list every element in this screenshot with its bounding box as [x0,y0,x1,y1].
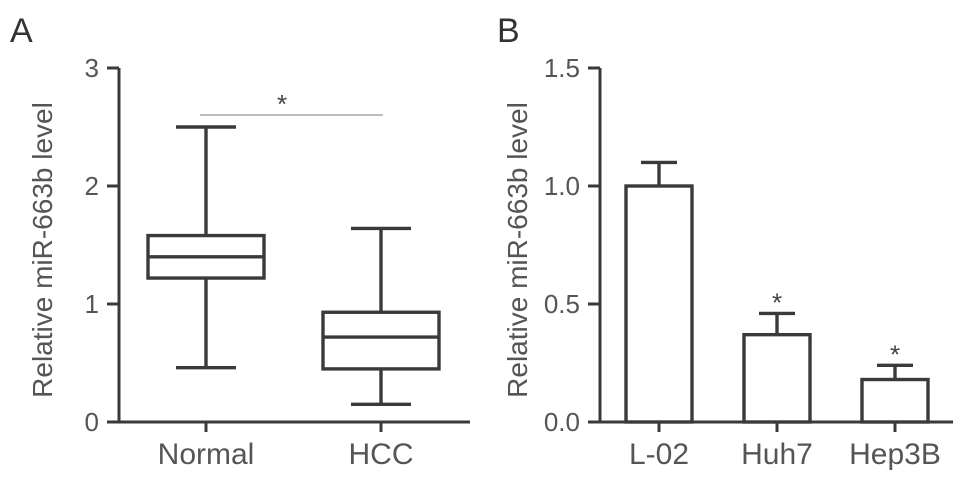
y-tick-label: 1.5 [544,53,580,83]
panel-b-bars: L-02 * Huh7 * Hep3B [624,160,941,471]
panel-b-y-axis-title: Relative miR-663b level [502,102,533,398]
y-tick-label: 3 [85,53,99,83]
y-tick-label: 1.0 [544,171,580,201]
x-category-label: Hep3B [849,438,941,471]
y-tick-label: 0 [85,407,99,437]
y-tick-label: 0.5 [544,289,580,319]
y-tick-label: 0.0 [544,407,580,437]
box-hcc: HCC [321,226,441,471]
x-category-label: Normal [158,438,255,471]
y-tick-label: 1 [85,289,99,319]
box-iqr [321,310,441,371]
x-category-label: L-02 [629,438,689,471]
panel-b-letter: B [497,12,520,50]
bar-huh7: * Huh7 [741,287,813,471]
x-category-label: HCC [349,438,414,471]
panel-a-boxes: Normal HCC [146,125,441,471]
significance-star: * [277,89,287,119]
significance-star: * [890,339,900,369]
panel-a-y-axis-title: Relative miR-663b level [27,102,58,398]
bar [860,377,930,424]
bar-l-02: L-02 [624,160,694,471]
panel-b-y-ticks: 0.0 0.5 1.0 1.5 [544,53,600,437]
panel-b-barplot: B Relative miR-663b level 0.0 0.5 1.0 1.5 L… [497,12,953,471]
bar [624,184,694,424]
y-tick-label: 2 [85,171,99,201]
box-normal: Normal [146,125,266,471]
panel-a-boxplot: A Relative miR-663b level 0 1 2 3 Normal HCC… [10,12,470,471]
panel-a-y-ticks: 0 1 2 3 [85,53,119,437]
panel-a-letter: A [10,12,33,50]
bar [742,332,812,424]
x-category-label: Huh7 [741,438,813,471]
significance-star: * [772,287,782,317]
bar-hep3b: * Hep3B [849,339,941,471]
